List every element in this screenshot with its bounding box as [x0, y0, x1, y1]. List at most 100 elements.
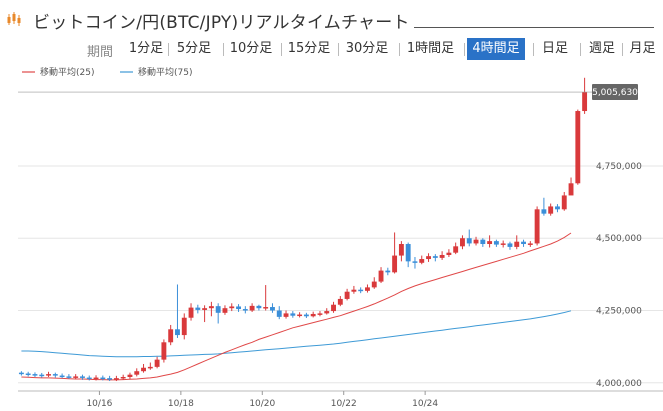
candle [46, 371, 51, 377]
period-tab-15min[interactable]: 15分足 [287, 41, 331, 56]
period-tab-weekly[interactable]: 週足 [588, 41, 615, 56]
candle [568, 177, 574, 196]
candle [317, 311, 323, 317]
candle [113, 375, 119, 382]
candle [548, 203, 554, 216]
candle [460, 235, 465, 250]
candle-body [59, 375, 65, 378]
candle [439, 251, 445, 260]
candle-body [460, 238, 465, 247]
candle-body [534, 209, 540, 244]
candle [555, 204, 560, 213]
period-tab-10min[interactable]: 10分足 [229, 41, 273, 56]
candle [303, 312, 309, 319]
candle-body [120, 376, 126, 379]
candle [215, 303, 221, 324]
candle [398, 241, 404, 262]
candle-body [371, 281, 377, 288]
candle-body [575, 111, 581, 184]
candle-body [290, 313, 296, 316]
candle-body [527, 243, 533, 245]
title-divider [414, 27, 654, 28]
ma75-line [21, 310, 572, 358]
period-tab-1min[interactable]: 1分足 [128, 41, 164, 56]
x-tick-label: 10/22 [331, 399, 357, 409]
candle-body [202, 308, 208, 310]
period-tab-30min[interactable]: 30分足 [345, 41, 389, 56]
candle [147, 362, 153, 370]
candle-body [80, 376, 85, 378]
period-tab-1hour[interactable]: 1時間足 [406, 41, 455, 56]
last-price-label: 5,005,630 [592, 88, 638, 98]
candle-body [541, 209, 547, 214]
legend-entry: 移動平均(25) [40, 66, 94, 78]
title-bar: ビットコイン/円(BTC/JPY)リアルタイムチャート [0, 0, 663, 36]
period-tab-monthly[interactable]: 月足 [629, 41, 656, 56]
period-separator [580, 43, 581, 56]
candle [229, 303, 235, 312]
x-tick-label: 10/16 [86, 399, 112, 409]
candle [385, 267, 391, 276]
candle-body [303, 314, 309, 317]
candle-body [256, 305, 262, 309]
candle-body [405, 244, 411, 262]
period-separator [533, 43, 534, 56]
period-tab-daily[interactable]: 日足 [541, 41, 568, 56]
candle [310, 311, 316, 318]
y-tick-label: 4,000,000 [596, 379, 642, 389]
candle [351, 285, 357, 294]
ma25-line [21, 232, 572, 381]
candle-body [270, 307, 275, 311]
candle [507, 241, 513, 250]
candle [107, 375, 113, 382]
candle-body [392, 255, 398, 273]
candle-body [18, 372, 24, 375]
period-label: 期間 [87, 45, 114, 60]
candle [371, 277, 377, 289]
candle-body [263, 307, 269, 309]
candle-body [222, 308, 228, 313]
candle [290, 311, 296, 318]
candle-body [100, 377, 106, 380]
candle-body [453, 246, 459, 253]
period-separator [622, 43, 623, 56]
last-price-badge [592, 84, 638, 101]
candle-body [548, 206, 554, 214]
candle-body [73, 376, 79, 378]
candle [208, 301, 214, 317]
candle-body [236, 306, 241, 310]
candle-body [514, 241, 520, 247]
candle [100, 375, 106, 381]
candle-body [561, 195, 567, 210]
candle [141, 363, 146, 373]
candle-body [446, 252, 452, 255]
candle [412, 257, 418, 269]
candle-body [276, 310, 282, 317]
candle-body [32, 374, 38, 376]
candle [249, 303, 255, 312]
candle [134, 368, 140, 377]
candle-body [168, 329, 174, 343]
period-tab-5min[interactable]: 5分足 [176, 41, 212, 56]
candle [500, 240, 506, 248]
candle-body [480, 239, 486, 245]
x-tick-label: 10/18 [168, 399, 194, 409]
candle [446, 249, 452, 258]
period-tab-4hour[interactable]: 4時間足 [467, 38, 525, 60]
y-tick-label: 4,500,000 [596, 234, 642, 244]
candle [161, 339, 167, 363]
candle [575, 109, 581, 185]
candle [514, 235, 520, 250]
candle-body [127, 374, 133, 377]
candle-body [107, 378, 113, 380]
candle-body [188, 307, 194, 318]
candle [59, 373, 65, 379]
candle [195, 304, 201, 314]
candle [534, 206, 540, 246]
candle-body [582, 92, 588, 112]
candle [168, 324, 174, 346]
candle-body [208, 306, 214, 309]
y-tick-label: 4,250,000 [596, 307, 642, 317]
candle [541, 197, 547, 216]
candle-body [337, 298, 343, 305]
